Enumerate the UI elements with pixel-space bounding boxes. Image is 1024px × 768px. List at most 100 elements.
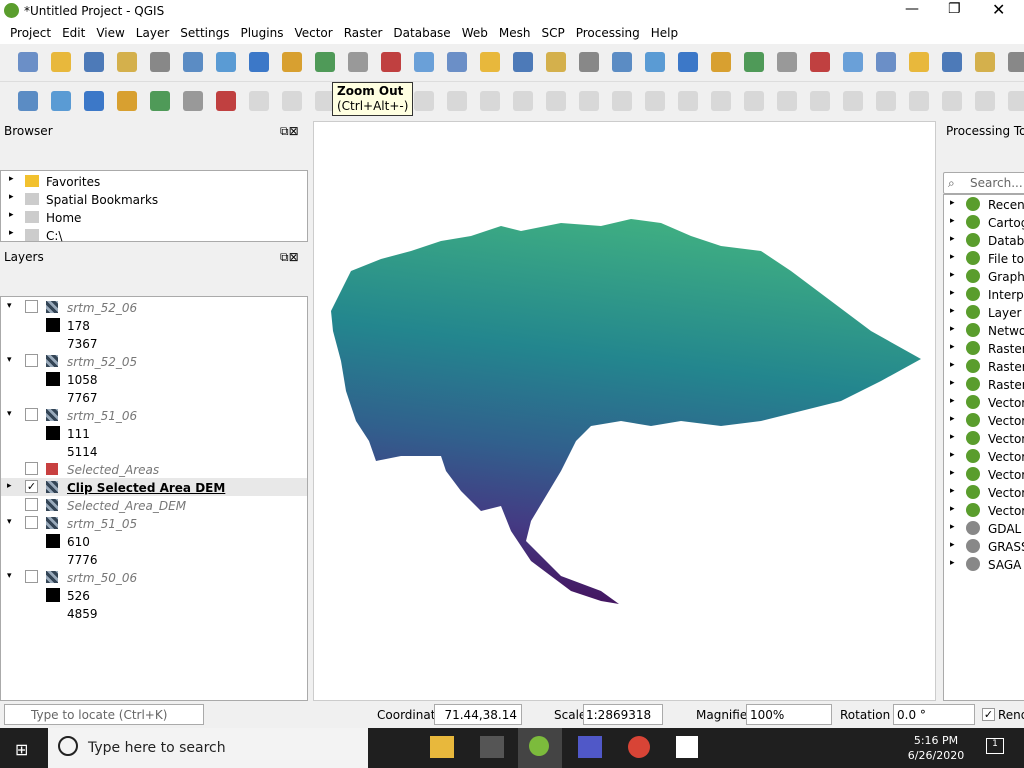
expander[interactable]: ▸ <box>950 540 955 550</box>
layer-name[interactable]: Clip Selected Area DEM <box>67 481 226 495</box>
layer-checkbox[interactable] <box>25 354 38 367</box>
provider[interactable]: Vector <box>988 450 1024 464</box>
expander[interactable]: ▸ <box>950 486 955 496</box>
app-chrome[interactable] <box>628 736 650 758</box>
toolbar-button[interactable] <box>579 91 599 111</box>
browser-item[interactable]: Spatial Bookmarks <box>46 193 159 207</box>
toolbar-button[interactable] <box>117 52 137 72</box>
toolbar-button[interactable] <box>546 91 566 111</box>
toolbar-button[interactable] <box>348 52 368 72</box>
menu-item[interactable]: Edit <box>62 26 86 40</box>
provider[interactable]: Raster <box>988 360 1024 374</box>
expander[interactable]: ▸ <box>950 558 955 568</box>
expander[interactable]: ▸ <box>950 414 955 424</box>
expander[interactable]: ▾ <box>7 355 12 365</box>
provider[interactable]: Raster <box>988 342 1024 356</box>
menu-item[interactable]: Settings <box>180 26 230 40</box>
maximize[interactable]: ❐ <box>948 1 961 17</box>
toolbar-button[interactable] <box>117 91 137 111</box>
toolbar-button[interactable] <box>282 91 302 111</box>
provider[interactable]: Databa <box>988 234 1024 248</box>
app-explorer[interactable] <box>430 736 454 758</box>
provider[interactable]: File too <box>988 252 1024 266</box>
toolbar-button[interactable] <box>183 91 203 111</box>
expander[interactable]: ▸ <box>950 360 955 370</box>
provider[interactable]: Layer t <box>988 306 1024 320</box>
toolbar-button[interactable] <box>810 91 830 111</box>
start-button[interactable]: ⊞ <box>15 740 29 759</box>
toolbar-button[interactable] <box>84 52 104 72</box>
toolbar-button[interactable] <box>513 52 533 72</box>
expander[interactable]: ▾ <box>7 517 12 527</box>
toolbar-button[interactable] <box>183 52 203 72</box>
provider[interactable]: Vector <box>988 504 1024 518</box>
scale-field[interactable]: 1:2869318 <box>583 704 663 725</box>
toolbar-button[interactable] <box>84 91 104 111</box>
render-checkbox[interactable]: ✓ <box>982 708 995 721</box>
toolbar-button[interactable] <box>645 52 665 72</box>
provider[interactable]: Cartog <box>988 216 1024 230</box>
expander[interactable]: ▸ <box>950 378 955 388</box>
layer-checkbox[interactable] <box>25 516 38 529</box>
toolbar-button[interactable] <box>942 52 962 72</box>
menu-item[interactable]: Help <box>650 26 679 40</box>
toolbar-button[interactable] <box>843 91 863 111</box>
layer-checkbox[interactable]: ✓ <box>25 480 38 493</box>
expander[interactable]: ▸ <box>9 228 14 238</box>
toolbar-button[interactable] <box>678 52 698 72</box>
toolbar-button[interactable] <box>678 91 698 111</box>
toolbar-button[interactable] <box>612 52 632 72</box>
expander[interactable]: ▾ <box>7 409 12 419</box>
provider[interactable]: Vector <box>988 468 1024 482</box>
expander[interactable]: ▸ <box>950 288 955 298</box>
toolbar-button[interactable] <box>51 91 71 111</box>
provider[interactable]: SAGA <box>988 558 1022 572</box>
toolbar-button[interactable] <box>810 52 830 72</box>
expander[interactable]: ▸ <box>950 234 955 244</box>
browser-item[interactable]: Home <box>46 211 82 225</box>
toolbar-button[interactable] <box>777 91 797 111</box>
layer-name[interactable]: srtm_52_05 <box>67 355 138 369</box>
browser-item[interactable]: Favorites <box>46 175 101 189</box>
expander[interactable]: ▸ <box>950 270 955 280</box>
expander[interactable]: ▾ <box>7 571 12 581</box>
toolbar-button[interactable] <box>1008 91 1024 111</box>
rotation-field[interactable]: 0.0 ° <box>893 704 975 725</box>
menu-item[interactable]: Vector <box>294 26 333 40</box>
provider[interactable]: Graphi <box>988 270 1024 284</box>
expander[interactable]: ▸ <box>950 216 955 226</box>
notifications[interactable]: 1 <box>986 738 1004 754</box>
toolbar-button[interactable] <box>249 91 269 111</box>
toolbar-button[interactable] <box>711 52 731 72</box>
expander[interactable]: ▾ <box>7 301 12 311</box>
toolbar-button[interactable] <box>150 91 170 111</box>
toolbar-button[interactable] <box>414 91 434 111</box>
toolbar-button[interactable] <box>909 52 929 72</box>
layer-name[interactable]: Selected_Areas <box>67 463 160 477</box>
toolbar-button[interactable] <box>18 91 38 111</box>
expander[interactable]: ▸ <box>9 174 14 184</box>
provider[interactable]: Raster <box>988 378 1024 392</box>
menu-item[interactable]: SCP <box>541 26 565 40</box>
toolbar-button[interactable] <box>645 91 665 111</box>
expander[interactable]: ▸ <box>950 468 955 478</box>
expander[interactable]: ▸ <box>950 450 955 460</box>
toolbar-button[interactable] <box>315 52 335 72</box>
layer-checkbox[interactable] <box>25 300 38 313</box>
toolbar-button[interactable] <box>612 91 632 111</box>
provider[interactable]: Vector <box>988 396 1024 410</box>
layer-checkbox[interactable] <box>25 408 38 421</box>
coordinate-field[interactable]: 71.44,38.14 <box>434 704 522 725</box>
expander[interactable]: ▸ <box>950 306 955 316</box>
app-teams[interactable] <box>578 736 602 758</box>
toolbar-button[interactable] <box>18 52 38 72</box>
toolbar-button[interactable] <box>414 52 434 72</box>
toolbar-button[interactable] <box>711 91 731 111</box>
panel-buttons[interactable]: ⧉⊠ <box>280 124 299 138</box>
layer-checkbox[interactable] <box>25 462 38 475</box>
toolbar-button[interactable] <box>975 91 995 111</box>
toolbar-button[interactable] <box>249 52 269 72</box>
expander[interactable]: ▸ <box>950 432 955 442</box>
provider[interactable]: Interpo <box>988 288 1024 302</box>
app[interactable] <box>480 736 504 758</box>
